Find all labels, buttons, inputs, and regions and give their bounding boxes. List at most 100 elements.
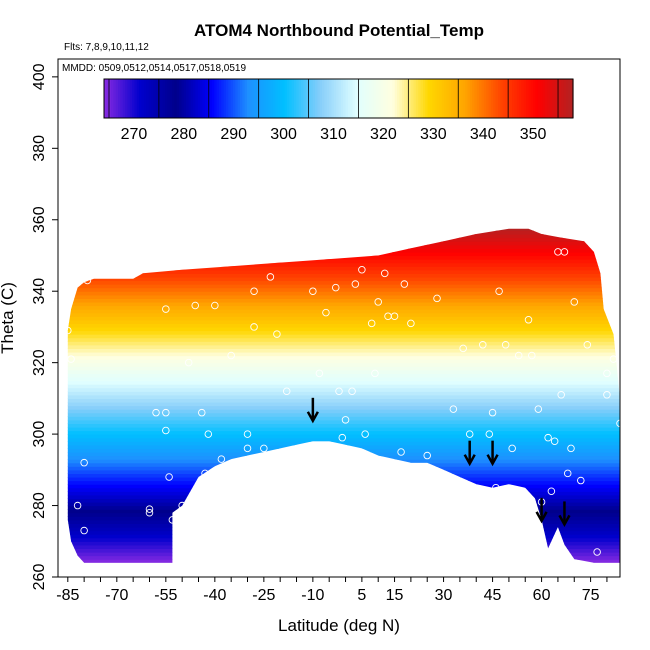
sample-point [544,433,552,442]
field-band [67,501,620,507]
sample-point [217,455,226,463]
sample-point [380,269,389,278]
down-arrow [486,440,499,467]
sample-point [191,301,199,310]
field-band [67,444,620,449]
sample-point [145,508,154,517]
x-tick-label: 5 [357,587,366,604]
field-band [67,512,620,517]
sample-point [433,294,441,303]
sample-point [250,287,258,295]
field-band [67,398,620,403]
sample-point [603,369,611,378]
sample-point [152,408,160,417]
sample-point [57,505,66,513]
sample-point [168,516,177,524]
field-band [67,244,620,249]
field-band [67,412,620,417]
field-band [67,380,620,385]
field-band [67,301,620,307]
x-tick-label: -55 [154,587,177,604]
sample-point [374,298,382,306]
sample-point [524,316,533,324]
field-band [67,437,620,442]
field-band [67,455,620,460]
field-band [67,259,620,264]
field-band [67,273,620,278]
sample-point [547,487,556,496]
plot-frame [57,58,621,578]
sample-point [534,405,543,413]
field-band [67,391,620,396]
field-band [67,326,620,332]
field-band [67,362,620,367]
field-band [67,480,620,485]
sample-point [322,308,330,317]
sample-point [495,287,503,295]
sample-point [570,298,579,306]
y-axis: 260 280 300 320 340 360 380 400 [31,63,58,590]
sample-point [178,501,186,510]
sample-point [390,312,399,320]
field-band [67,291,620,296]
sample-point [211,301,219,310]
field-band [67,441,620,446]
field-band [67,241,620,246]
colorbar-tick-label: 330 [420,126,447,143]
colorbar-tick-label: 270 [121,126,148,143]
field-band [58,223,620,227]
field-band [67,491,620,496]
field-band [67,423,620,428]
field-band [67,519,620,525]
sample-point [243,444,252,453]
field-band [67,373,620,378]
field-band [67,430,620,435]
field-band [67,276,620,282]
sample-point [488,408,497,417]
potential-temp-field [58,223,620,574]
sample-point [479,341,487,349]
field-band [67,266,620,271]
field-band [67,330,620,335]
field-band [67,387,620,392]
sample-point [550,437,559,445]
field-band [67,551,620,557]
sample-point [331,283,340,292]
sample-point [309,287,317,295]
field-band [67,228,620,232]
field-band [67,516,620,521]
field-band [58,570,620,574]
sample-point [227,351,235,360]
colorbar-tick-label: 280 [170,126,197,143]
x-tick-label: 75 [582,587,600,604]
field-band [67,448,620,453]
sample-point [397,448,405,456]
field-band [67,462,620,467]
sample-point [577,476,585,485]
field-band [67,541,620,546]
field-band [67,251,620,257]
x-tick-label: -40 [203,587,226,604]
sample-point [400,280,409,288]
field-band [67,494,620,500]
sample-point [250,323,258,331]
y-axis-label: Theta (C) [0,282,17,354]
y-tick-label: 280 [31,492,48,519]
sample-point [162,426,170,435]
field-band [67,344,620,349]
field-band [67,548,620,553]
y-tick-label: 260 [31,564,48,591]
field-band [67,255,620,260]
sample-point [338,433,347,442]
field-band [67,401,620,407]
field-band [67,473,620,478]
field-band [67,237,620,242]
down-arrow [306,397,319,424]
sample-point [83,276,92,285]
field-band [67,416,620,421]
field-band [67,316,620,321]
field-band [67,309,620,314]
field-band [67,248,620,253]
sample-point [348,387,356,395]
sample-point [201,469,209,478]
